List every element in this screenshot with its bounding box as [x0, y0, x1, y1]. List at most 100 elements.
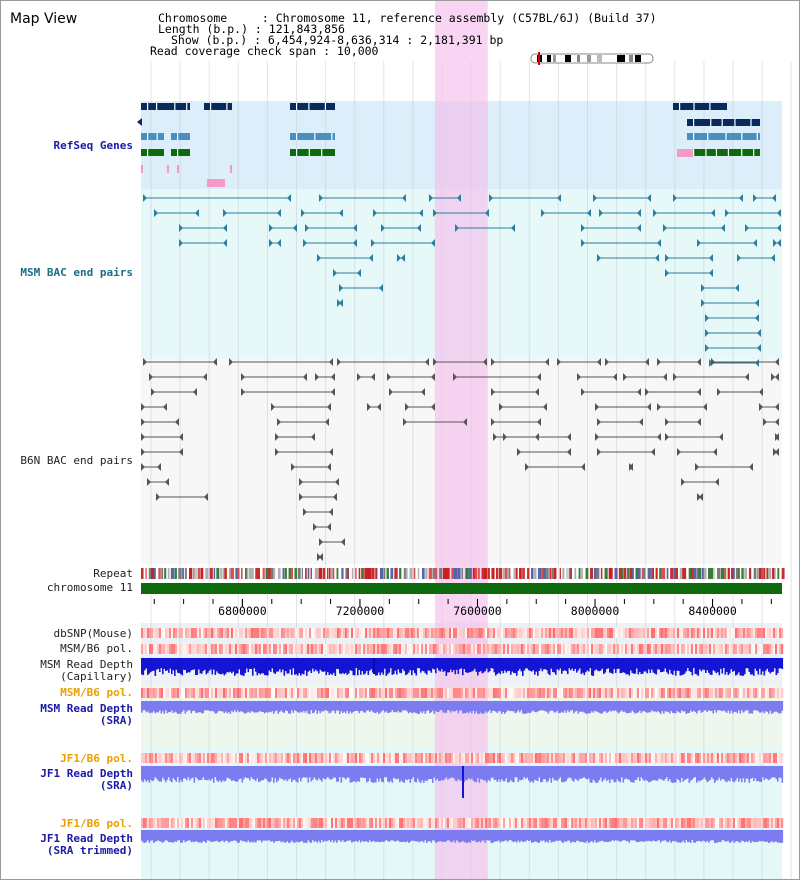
- jf1-sra-trimmed-depth: [613, 830, 616, 842]
- b6n-bac-end-marker: [333, 493, 337, 501]
- msm-sra-depth: [444, 701, 446, 713]
- msm-b6-polymorphism-heatmap: [491, 688, 494, 698]
- msm-sra-depth: [396, 701, 398, 713]
- msm-sra-depth: [325, 701, 328, 711]
- track-label-msm-bac[interactable]: MSM BAC end pairs: [20, 266, 133, 279]
- msm-sra-depth: [465, 701, 467, 714]
- msm-bac-end-marker: [287, 194, 291, 202]
- msm-sra-depth: [244, 701, 247, 714]
- axis-tick-label: 7200000: [336, 604, 385, 618]
- repeat-element: [386, 568, 389, 579]
- msm-sra-depth: [150, 701, 152, 713]
- jf1-sra-depth: [709, 766, 712, 780]
- jf1-sra-depth: [556, 766, 559, 781]
- msm-b6-polymorphism-heatmap: [581, 688, 584, 698]
- msm-capillary-depth: [667, 658, 670, 675]
- msm-b6-polymorphism-heatmap: [221, 644, 224, 654]
- msm-b6-polymorphism-heatmap: [171, 644, 174, 654]
- track-label-refseq-genes[interactable]: RefSeq Genes: [53, 139, 133, 152]
- jf1-sra-trimmed-depth: [343, 830, 346, 842]
- jf1-b6-polymorphism-heatmap: [439, 753, 442, 763]
- msm-sra-depth: [633, 701, 635, 713]
- jf1-sra-trimmed-depth: [298, 830, 301, 843]
- msm-sra-depth: [655, 701, 658, 713]
- repeat-element: [330, 568, 334, 579]
- b6n-bac-end-marker: [483, 358, 487, 366]
- msm-b6-polymorphism-heatmap: [203, 688, 206, 698]
- b6n-bac-end-marker: [141, 403, 145, 411]
- msm-b6-polymorphism-heatmap: [227, 644, 230, 654]
- jf1-sra-depth: [742, 766, 745, 779]
- repeat-element: [413, 568, 416, 579]
- msm-sra-depth: [186, 701, 188, 712]
- msm-b6-polymorphism-heatmap: [527, 644, 530, 654]
- msm-sra-depth: [165, 701, 167, 711]
- msm-b6-polymorphism-heatmap: [717, 688, 720, 698]
- jf1-b6-polymorphism-heatmap: [491, 818, 494, 828]
- msm-b6-polymorphism-heatmap: [415, 688, 418, 698]
- track-label-msm-b6-pol-1: MSM/B6 pol.: [60, 642, 133, 655]
- jf1-b6-polymorphism-heatmap: [361, 818, 364, 828]
- msm-sra-depth: [604, 701, 607, 712]
- jf1-sra-trimmed-depth: [385, 830, 388, 841]
- refseq-gene-pink: [167, 165, 169, 173]
- jf1-sra-depth: [778, 766, 781, 778]
- jf1-sra-depth: [666, 766, 668, 778]
- msm-sra-depth: [352, 701, 355, 712]
- jf1-sra-depth: [190, 766, 193, 779]
- b6n-bac-end-marker: [275, 448, 279, 456]
- repeat-element: [659, 568, 662, 579]
- repeat-element: [158, 568, 161, 579]
- msm-sra-depth: [637, 701, 640, 713]
- jf1-sra-depth: [520, 766, 523, 781]
- msm-sra-depth: [489, 701, 491, 711]
- msm-b6-polymorphism-heatmap: [633, 644, 636, 654]
- msm-b6-polymorphism-heatmap: [593, 688, 596, 698]
- repeat-element: [318, 568, 323, 579]
- repeat-element: [698, 568, 702, 579]
- msm-b6-polymorphism-heatmap: [653, 688, 656, 698]
- msm-b6-polymorphism-heatmap: [651, 688, 654, 698]
- b6n-bac-end-marker: [331, 373, 335, 381]
- dbsnp-heatmap: [653, 628, 656, 638]
- dbsnp-heatmap: [675, 628, 678, 638]
- msm-capillary-depth: [166, 658, 169, 671]
- jf1-sra-depth: [522, 766, 524, 780]
- jf1-b6-polymorphism-heatmap: [217, 753, 220, 763]
- jf1-sra-depth: [277, 766, 280, 781]
- jf1-b6-polymorphism-heatmap: [623, 818, 626, 828]
- jf1-sra-trimmed-depth: [388, 830, 391, 842]
- msm-b6-polymorphism-heatmap: [289, 644, 292, 654]
- jf1-sra-trimmed-depth: [334, 830, 337, 841]
- msm-capillary-depth: [294, 658, 296, 675]
- jf1-sra-trimmed-depth: [390, 830, 392, 841]
- msm-capillary-depth: [399, 658, 401, 673]
- jf1-sra-trimmed-depth: [141, 830, 143, 841]
- gene-intron-mark: [727, 149, 730, 156]
- jf1-sra-depth: [609, 766, 611, 783]
- msm-sra-depth: [229, 701, 232, 714]
- jf1-b6-polymorphism-heatmap: [449, 753, 452, 763]
- msm-capillary-depth: [330, 658, 332, 674]
- jf1-b6-polymorphism-heatmap: [265, 753, 268, 763]
- msm-capillary-depth: [204, 658, 206, 670]
- jf1-b6-polymorphism-heatmap: [205, 818, 208, 828]
- dbsnp-heatmap: [651, 628, 654, 638]
- msm-b6-polymorphism-heatmap: [415, 644, 418, 654]
- msm-sra-depth: [700, 701, 703, 713]
- jf1-sra-trimmed-depth: [370, 830, 373, 843]
- repeat-element: [477, 568, 480, 579]
- jf1-sra-depth: [240, 766, 242, 779]
- msm-capillary-depth: [558, 658, 560, 671]
- jf1-b6-polymorphism-heatmap: [173, 818, 176, 828]
- msm-capillary-depth: [715, 658, 718, 674]
- jf1-sra-trimmed-depth: [508, 830, 511, 841]
- jf1-sra-trimmed-depth: [631, 830, 634, 841]
- msm-capillary-depth: [315, 658, 317, 670]
- track-label-b6n-bac[interactable]: B6N BAC end pairs: [20, 454, 133, 467]
- jf1-b6-polymorphism-heatmap: [397, 818, 400, 828]
- msm-b6-polymorphism-heatmap: [227, 688, 230, 698]
- msm-sra-depth: [621, 701, 623, 711]
- b6n-bac-end-marker: [141, 418, 145, 426]
